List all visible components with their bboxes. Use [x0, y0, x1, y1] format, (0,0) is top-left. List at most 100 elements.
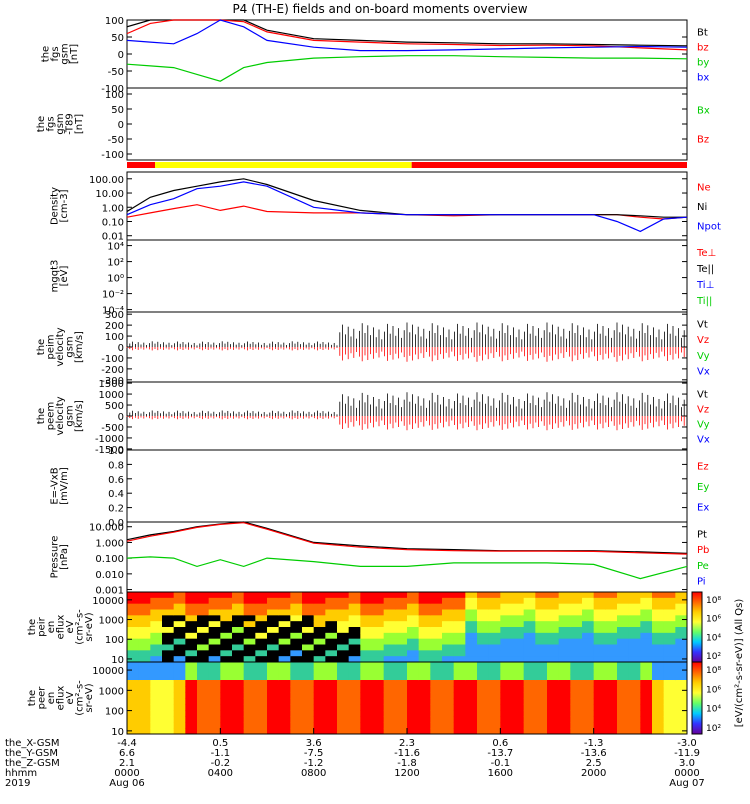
spectrogram-cell	[488, 710, 501, 717]
spectrogram-cell	[652, 662, 665, 669]
spectrogram-cell	[255, 680, 268, 687]
spectrogram-cell	[652, 680, 665, 687]
legend-Te||: Te||	[696, 264, 714, 275]
spectrogram-cell	[208, 656, 221, 663]
y-tick-label: 1000	[99, 686, 124, 697]
spectrogram-cell	[127, 656, 140, 663]
spectrogram-cell	[582, 722, 595, 729]
spectrogram-cell	[395, 609, 408, 616]
legend-bx: bx	[697, 73, 709, 84]
spectrogram-cell	[582, 592, 595, 599]
spectrogram-cell	[605, 722, 618, 729]
spectrogram-cell	[243, 674, 256, 681]
x-row-value: 3.0	[679, 758, 695, 769]
spectrogram-cell	[593, 656, 606, 663]
spectrogram-cell	[232, 627, 245, 634]
spectrogram-cell	[313, 662, 326, 669]
spectrogram-cell	[127, 632, 140, 640]
spectrogram-cell	[523, 704, 536, 711]
spectrogram-cell	[570, 728, 583, 735]
spectrogram-cell	[547, 615, 560, 622]
spectrogram-cell	[255, 698, 268, 705]
spectrogram-cell	[383, 692, 396, 699]
y-axis-label-line: the	[36, 116, 47, 132]
spectrogram-cell	[430, 716, 443, 723]
spectrogram-cell	[243, 692, 256, 699]
spectrogram-cell	[348, 716, 361, 723]
spectrogram-cell	[465, 710, 478, 717]
spectrogram-cell	[197, 698, 210, 705]
spectrogram-cell	[267, 627, 280, 634]
spectrogram-cell	[372, 722, 385, 729]
spectrogram-cell	[640, 680, 653, 687]
spectrogram-cell	[500, 621, 513, 628]
spectrogram-cell	[523, 603, 536, 610]
y-axis-label-line: Density	[50, 187, 61, 225]
spectrogram-cell	[337, 722, 350, 729]
spectrogram-cell	[243, 592, 256, 599]
spectrogram-cell	[442, 603, 455, 610]
y-axis-label-line: fgs	[50, 46, 61, 61]
spectrogram-cell	[570, 621, 583, 628]
legend-Pb: Pb	[697, 545, 709, 556]
spectrogram-cell	[512, 615, 525, 622]
spectrogram-cell	[407, 710, 420, 717]
spectrogram-cell	[360, 609, 373, 616]
spectrogram-cell	[488, 704, 501, 711]
spectrogram-cell	[372, 692, 385, 699]
spectrogram-cell	[558, 621, 571, 628]
y-axis-label-line: peer	[37, 686, 48, 710]
spectrogram-cell	[663, 716, 676, 723]
legend-Vt: Vt	[697, 320, 708, 331]
spectrogram-cell	[593, 603, 606, 610]
spectrogram-cell	[442, 662, 455, 669]
spectrogram-cell	[302, 592, 315, 599]
spectrogram-cell	[197, 728, 210, 735]
spectrogram-cell	[255, 632, 268, 640]
spectrogram-cell	[197, 644, 210, 651]
spectrogram-cell	[640, 728, 653, 735]
spectrogram-cell	[325, 668, 338, 675]
spectrogram-cell	[173, 656, 186, 663]
spectrogram-cell	[302, 686, 315, 693]
spectrogram-cell	[500, 597, 513, 605]
spectrogram-cell	[313, 638, 326, 645]
spectrogram-cell	[617, 722, 630, 729]
spectrogram-cell	[675, 668, 688, 675]
spectrogram-cell	[267, 609, 280, 616]
spectrogram-cell	[418, 692, 431, 699]
spectrogram-cell	[220, 722, 233, 729]
spectrogram-cell	[220, 680, 233, 687]
spectrogram-cell	[348, 609, 361, 616]
spectrogram-cell	[348, 615, 361, 622]
x-row-value: -4.4	[117, 738, 137, 749]
spectrogram-cell	[360, 597, 373, 605]
spectrogram-cell	[220, 621, 233, 628]
y-axis-label: thepeimvelocitygsm[km/s]	[36, 327, 85, 366]
spectrogram-cell	[150, 632, 163, 640]
spectrogram-cell	[500, 592, 513, 599]
spectrogram-cell	[337, 638, 350, 645]
spectrogram-cell	[127, 716, 140, 723]
spectrogram-cell	[267, 597, 280, 605]
spectrogram-cell	[185, 656, 198, 663]
legend-Vy: Vy	[697, 420, 710, 431]
spectrogram-cell	[243, 597, 256, 605]
y-tick-label: 10.00	[95, 189, 124, 200]
spectrogram-cell	[535, 710, 548, 717]
spectrogram-cell	[337, 597, 350, 605]
spectrogram-cell	[383, 728, 396, 735]
spectrogram-cell	[290, 674, 303, 681]
spectrogram-cell	[197, 609, 210, 616]
spectrogram-cell	[337, 621, 350, 628]
spectrogram-cell	[617, 704, 630, 711]
spectrogram-cell	[617, 592, 630, 599]
spectrogram-cell	[395, 686, 408, 693]
spectrogram-cell	[150, 597, 163, 605]
spectrogram-cell	[523, 644, 536, 651]
spectrogram-cell	[185, 668, 198, 675]
spectrogram-cell	[675, 632, 688, 640]
spectrogram-cell	[220, 656, 233, 663]
spectrogram-cell	[512, 650, 525, 657]
spectrogram-cell	[267, 710, 280, 717]
